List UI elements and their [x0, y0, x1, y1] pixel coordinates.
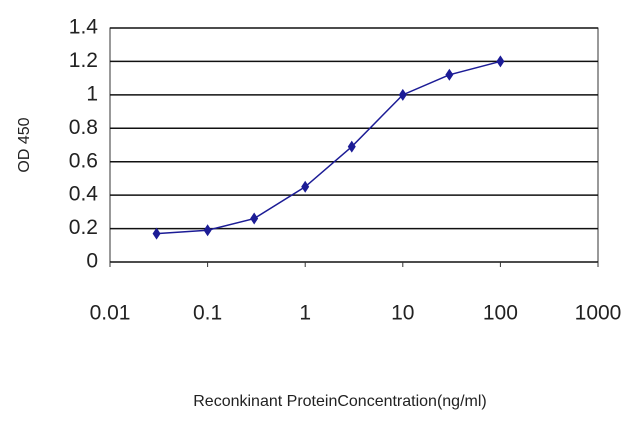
y-axis-label: OD 450: [16, 117, 33, 172]
x-tick-label: 10: [391, 302, 414, 325]
x-tick-label: 1: [299, 302, 311, 325]
y-tick-label: 1.2: [69, 49, 98, 72]
x-tick-label: 100: [483, 302, 518, 325]
data-point: [398, 88, 407, 101]
x-tick-label: 1000: [575, 302, 622, 325]
x-tick-label: 0.01: [90, 302, 131, 325]
x-tick-label: 0.1: [193, 302, 222, 325]
data-point: [250, 212, 259, 225]
y-tick-label: 0.6: [69, 149, 98, 172]
data-point: [445, 68, 454, 81]
data-point: [347, 140, 356, 153]
y-tick-label: 1.4: [69, 16, 99, 39]
y-tick-label: 0.8: [69, 116, 98, 139]
data-point: [496, 55, 505, 68]
data-point: [301, 180, 310, 193]
data-point: [152, 227, 161, 240]
x-axis-label: Reconkinant ProteinConcentration(ng/ml): [193, 393, 486, 410]
data-point: [203, 224, 212, 237]
y-tick-label: 0: [86, 250, 98, 273]
y-tick-label: 0.2: [69, 216, 98, 239]
y-tick-label: 0.4: [69, 183, 99, 206]
data-line: [156, 60, 501, 235]
y-tick-label: 1: [86, 82, 98, 105]
